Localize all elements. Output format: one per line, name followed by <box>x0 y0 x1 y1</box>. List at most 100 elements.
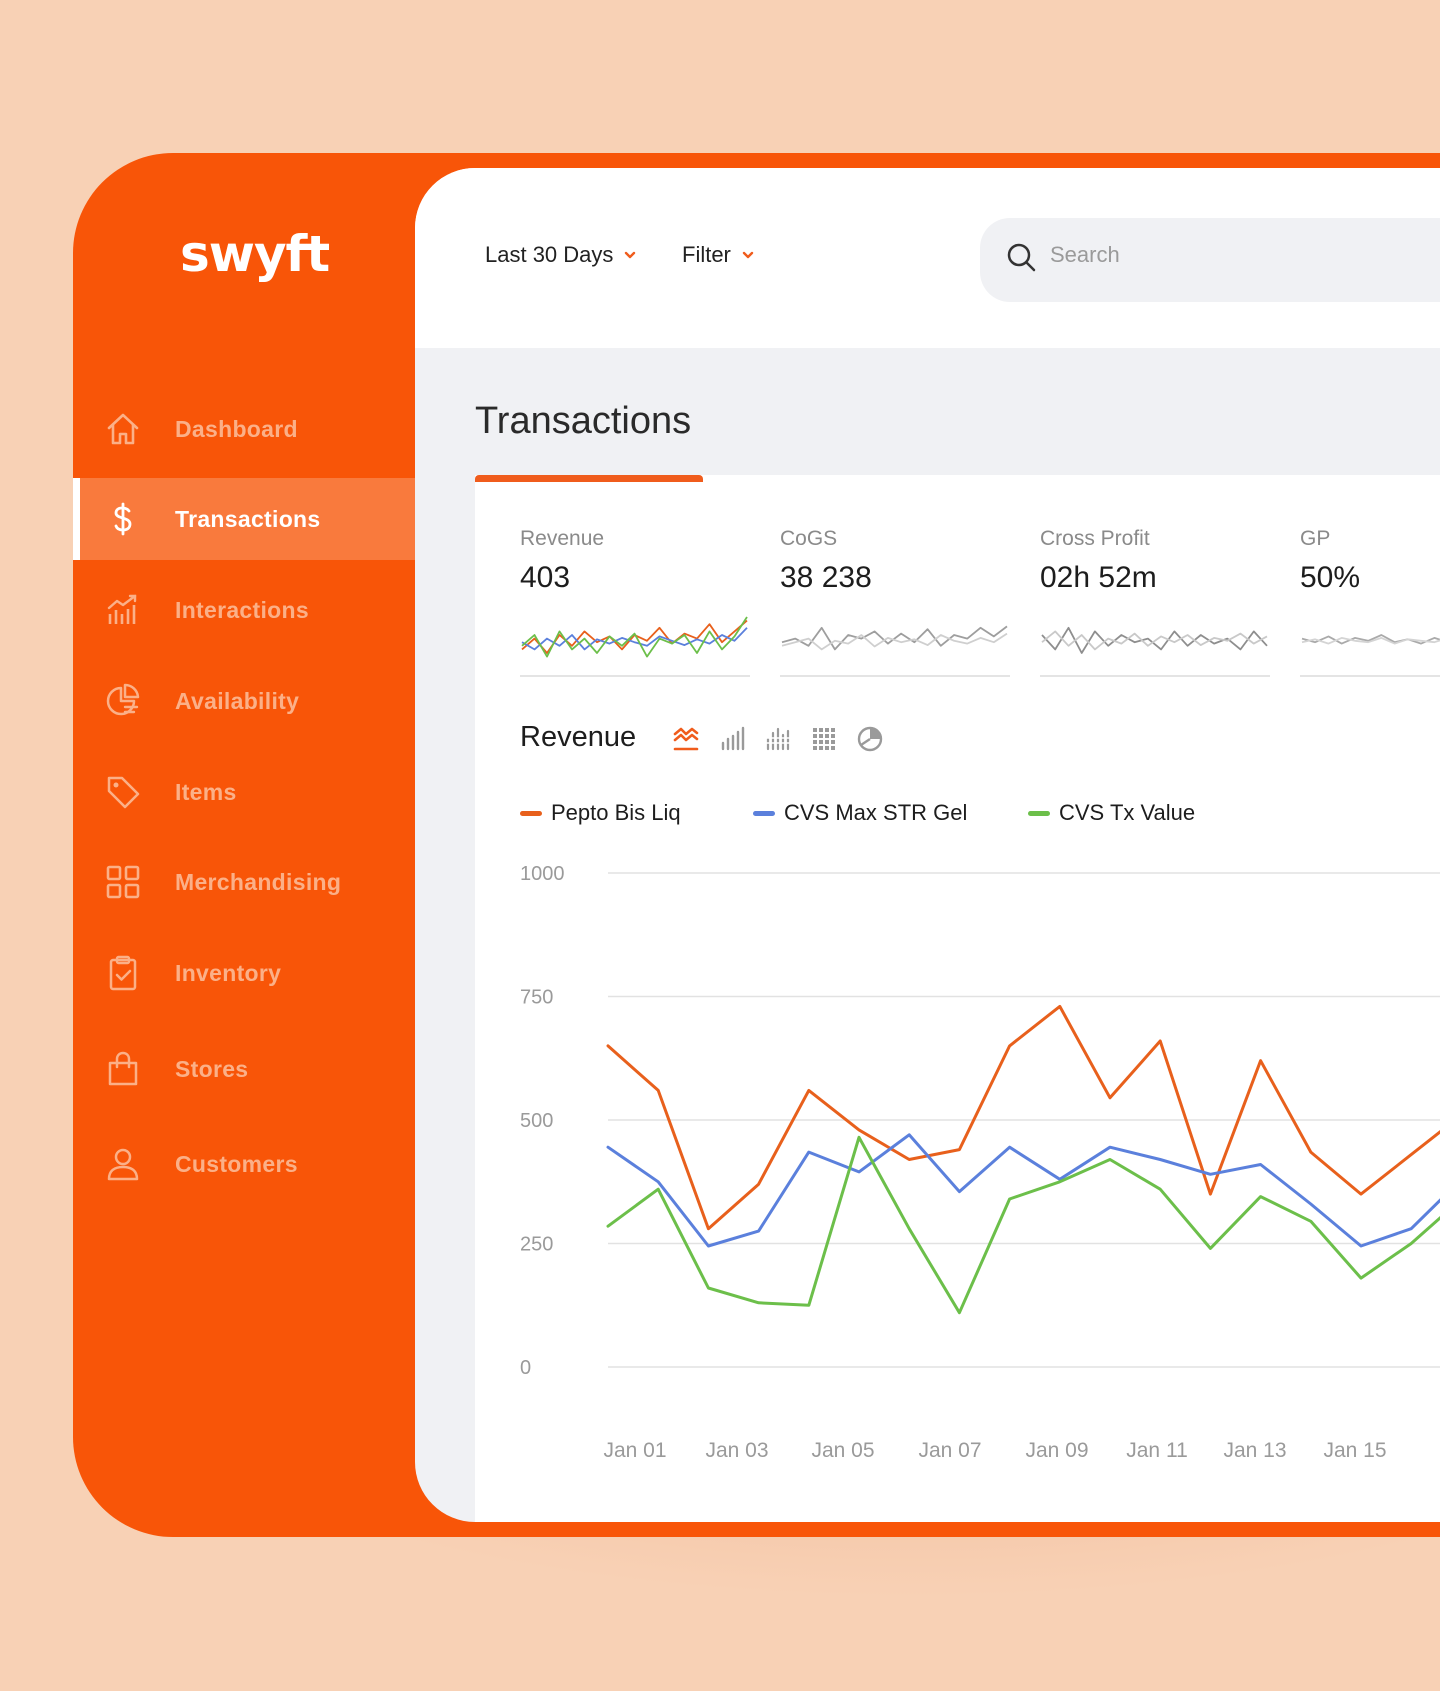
clipboard-check-icon <box>103 953 143 993</box>
sparkline <box>1301 634 1440 645</box>
y-tick-label: 1000 <box>520 863 565 885</box>
sparkline-series <box>1301 634 1440 645</box>
x-tick-label: Jan 01 <box>603 1439 666 1462</box>
search-box <box>980 218 1440 302</box>
sidebar-item-stores[interactable]: Stores <box>73 1028 415 1110</box>
series-line[interactable] <box>606 1135 1440 1315</box>
brand-logo[interactable]: swyft <box>180 225 330 283</box>
kpi-label: CoGS <box>780 527 838 550</box>
legend-item[interactable]: Pepto Bis Liq <box>520 800 681 826</box>
sparkline-series <box>521 616 748 658</box>
filter-label: Filter <box>682 242 731 267</box>
x-tick-label: Jan 05 <box>811 1439 874 1462</box>
kpi-label: GP <box>1300 527 1331 550</box>
sparkline-series <box>781 625 1008 651</box>
sidebar-item-dashboard[interactable]: Dashboard <box>73 388 415 470</box>
chevron-down-icon <box>625 251 636 259</box>
legend-item[interactable]: CVS Tx Value <box>1028 800 1195 826</box>
y-tick-label: 0 <box>520 1357 531 1379</box>
pie-chart-icon[interactable] <box>856 725 884 753</box>
sidebar-item-label: Merchandising <box>175 868 342 895</box>
sparkline <box>521 616 748 658</box>
tab-indicator <box>475 475 703 482</box>
home-icon <box>103 409 143 449</box>
sidebar-item-label: Dashboard <box>175 415 298 442</box>
sidebar-item-label: Availability <box>175 687 300 714</box>
heatmap-icon[interactable] <box>810 725 838 753</box>
sidebar-item-inventory[interactable]: Inventory <box>73 932 415 1014</box>
main-content: Last 30 Days Filter Transactions Revenue… <box>415 168 1440 1522</box>
revenue-section-title: Revenue <box>520 721 637 753</box>
sidebar-item-interactions[interactable]: Interactions <box>73 569 415 651</box>
kpi-value: 50% <box>1300 561 1361 594</box>
grid-icon <box>103 862 143 902</box>
kpi-label: Revenue <box>520 527 605 550</box>
bar-chart-icon[interactable] <box>718 725 746 753</box>
series-line[interactable] <box>606 1004 1440 1231</box>
sidebar-item-availability[interactable]: Availability <box>73 660 415 742</box>
y-tick-label: 500 <box>520 1110 553 1132</box>
x-tick-label: Jan 09 <box>1025 1439 1088 1462</box>
sparkline-series <box>781 632 1008 651</box>
kpi-value: 403 <box>520 561 571 594</box>
legend-swatch <box>753 810 775 816</box>
pie-list-icon <box>103 681 143 721</box>
y-tick-label: 750 <box>520 987 553 1009</box>
kpi-cogs[interactable]: CoGS 38 238 <box>780 527 1010 677</box>
legend-label: Pepto Bis Liq <box>551 800 681 825</box>
legend-swatch <box>1028 810 1050 816</box>
kpi-divider <box>780 675 1010 677</box>
user-icon <box>103 1144 143 1184</box>
sidebar-item-label: Items <box>175 778 237 805</box>
sidebar-item-label: Transactions <box>175 505 321 532</box>
x-tick-label: Jan 15 <box>1323 1439 1386 1462</box>
bar-trend-icon <box>103 590 143 630</box>
sidebar-item-customers[interactable]: Customers <box>73 1123 415 1205</box>
date-range-dropdown[interactable]: Last 30 Days <box>485 242 637 268</box>
legend-label: CVS Max STR Gel <box>784 800 968 825</box>
legend-swatch <box>520 810 542 816</box>
tag-icon <box>103 772 143 812</box>
kpi-divider <box>1300 675 1440 677</box>
sidebar-item-merchandising[interactable]: Merchandising <box>73 841 415 923</box>
transactions-card: Revenue 403 CoGS 38 238 Cross Profit 02h 52m G… <box>475 475 1440 1522</box>
date-range-label: Last 30 Days <box>485 242 614 267</box>
sparkline <box>781 625 1008 651</box>
sparkline-series <box>521 627 748 651</box>
x-tick-label: Jan 03 <box>705 1439 768 1462</box>
kpi-cross-profit[interactable]: Cross Profit 02h 52m <box>1040 527 1270 677</box>
filter-dropdown[interactable]: Filter <box>682 242 755 268</box>
line-chart-icon[interactable] <box>672 725 700 753</box>
kpi-value: 38 238 <box>780 561 872 594</box>
sidebar-item-label: Customers <box>175 1150 298 1177</box>
sparkline-series <box>1041 630 1268 651</box>
page-title: Transactions <box>475 400 692 442</box>
sidebar-item-label: Stores <box>175 1055 249 1082</box>
legend-label: CVS Tx Value <box>1059 800 1196 825</box>
sidebar: swyft Dashboard Transactions Interactions A… <box>73 153 415 1537</box>
kpi-value: 02h 52m <box>1040 561 1157 594</box>
stacked-bar-icon[interactable] <box>764 725 792 753</box>
x-tick-label: Jan 13 <box>1223 1439 1286 1462</box>
search-input[interactable] <box>1050 242 1350 268</box>
shopping-bag-icon <box>103 1049 143 1089</box>
sidebar-item-label: Interactions <box>175 596 309 623</box>
sidebar-item-label: Inventory <box>175 959 282 986</box>
sparkline-series <box>1301 636 1440 645</box>
top-bar: Last 30 Days Filter <box>415 168 1440 348</box>
sparkline <box>1041 626 1268 654</box>
kpi-gp[interactable]: GP 50% <box>1300 527 1440 677</box>
series-line[interactable] <box>606 1133 1440 1248</box>
dollar-icon <box>103 499 143 539</box>
kpi-label: Cross Profit <box>1040 527 1150 550</box>
kpi-divider <box>1040 675 1270 677</box>
sidebar-item-items[interactable]: Items <box>73 751 415 833</box>
search-icon <box>1007 243 1036 272</box>
kpi-revenue[interactable]: Revenue 403 <box>520 527 750 677</box>
revenue-line-chart: 0 250 500 750 1000 Jan 01 Jan 03 Jan 05 Jan 07 Ja… <box>520 863 1440 1462</box>
sidebar-item-transactions[interactable]: Transactions <box>73 478 415 560</box>
app-window: swyft Dashboard Transactions Interactions A… <box>73 153 1440 1537</box>
kpi-divider <box>520 675 750 677</box>
x-tick-label: Jan 07 <box>918 1439 981 1462</box>
legend-item[interactable]: CVS Max STR Gel <box>753 800 967 826</box>
